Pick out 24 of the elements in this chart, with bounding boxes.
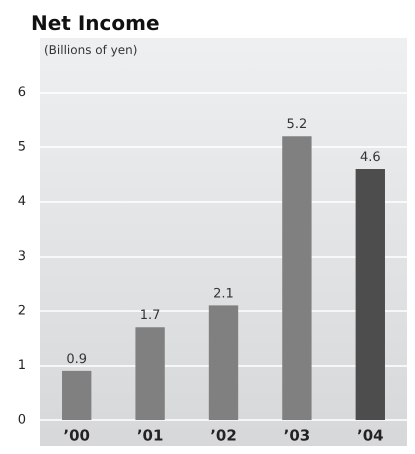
bar (135, 327, 165, 420)
y-tick-label: 5 (18, 140, 26, 155)
y-axis-title: (Billions of yen) (44, 43, 138, 57)
y-tick-label: 3 (18, 248, 26, 264)
data-label: 4.6 (360, 150, 381, 165)
bar (282, 136, 312, 420)
bar (62, 370, 92, 420)
bar (356, 168, 385, 420)
data-label: 0.9 (66, 352, 88, 367)
x-tick-label: ’01 (136, 426, 164, 444)
x-tick-label: ’02 (210, 426, 237, 444)
x-tick-label: ’04 (357, 426, 384, 444)
y-tick-label: 1 (18, 358, 26, 373)
x-tick-label: ’03 (284, 426, 310, 444)
data-label: 2.1 (213, 286, 234, 302)
bar (208, 305, 238, 420)
x-tick-label: ’00 (63, 426, 90, 444)
y-tick-label: 2 (18, 303, 26, 318)
chart-title: Net Income (31, 11, 160, 35)
data-label: 1.7 (140, 308, 160, 324)
data-label: 5.2 (286, 117, 308, 132)
y-tick-label: 0 (18, 412, 26, 428)
y-tick-label: 4 (18, 194, 26, 210)
y-tick-label: 6 (18, 85, 26, 100)
